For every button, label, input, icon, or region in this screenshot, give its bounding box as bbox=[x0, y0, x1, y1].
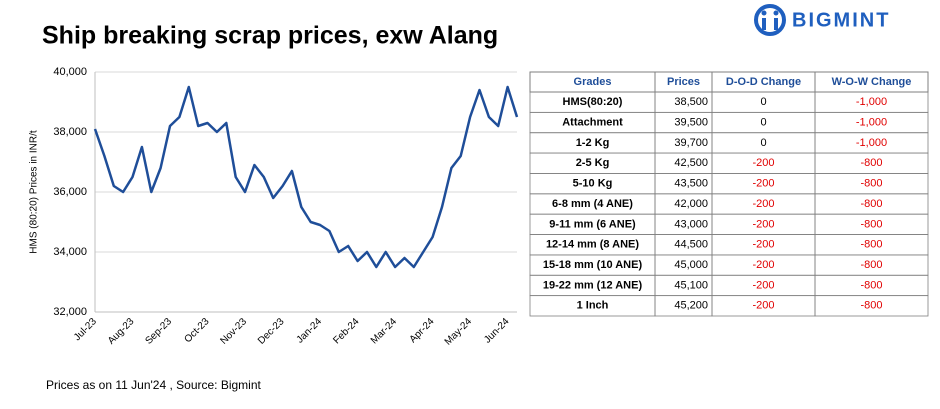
x-tick-label: Feb-24 bbox=[331, 316, 361, 346]
y-tick-label: 40,000 bbox=[53, 66, 87, 78]
table-cell: HMS(80:20) bbox=[563, 96, 623, 108]
table-cell: 42,000 bbox=[674, 198, 708, 210]
table-cell: Attachment bbox=[562, 116, 623, 128]
table-cell: 2-5 Kg bbox=[576, 157, 610, 169]
table-cell: 39,500 bbox=[674, 116, 708, 128]
table-header-cell: Prices bbox=[667, 76, 700, 88]
table-cell: -800 bbox=[860, 259, 882, 271]
table-cell: -200 bbox=[752, 259, 774, 271]
table-cell: -800 bbox=[860, 218, 882, 230]
table-cell: 5-10 Kg bbox=[573, 178, 613, 190]
table-cell: -200 bbox=[752, 300, 774, 312]
table-cell: -1,000 bbox=[856, 116, 887, 128]
table-cell: 45,200 bbox=[674, 300, 708, 312]
table-cell: -200 bbox=[752, 157, 774, 169]
table-header-cell: Grades bbox=[574, 76, 612, 88]
x-tick-label: Sep-23 bbox=[143, 316, 174, 347]
table-cell: 43,500 bbox=[674, 178, 708, 190]
footnote: Prices as on 11 Jun'24 , Source: Bigmint bbox=[46, 378, 262, 392]
x-tick-label: May-24 bbox=[443, 316, 475, 348]
table-cell: -800 bbox=[860, 300, 882, 312]
table-cell: -200 bbox=[752, 178, 774, 190]
table-cell: 0 bbox=[760, 96, 766, 108]
table-cell: -200 bbox=[752, 239, 774, 251]
table-cell: -800 bbox=[860, 279, 882, 291]
table-cell: 19-22 mm (12 ANE) bbox=[543, 279, 643, 291]
table-cell: -200 bbox=[752, 279, 774, 291]
y-axis-label: HMS (80:20) Prices in INR/t bbox=[29, 130, 40, 254]
table-cell: 45,100 bbox=[674, 279, 708, 291]
table-cell: 39,700 bbox=[674, 137, 708, 149]
x-tick-label: Jun-24 bbox=[482, 316, 512, 346]
table-cell-border bbox=[814, 295, 929, 317]
table-cell: 6-8 mm (4 ANE) bbox=[552, 198, 633, 210]
logo-icon bbox=[754, 4, 786, 36]
y-tick-label: 38,000 bbox=[53, 126, 87, 138]
table-cell: 38,500 bbox=[674, 96, 708, 108]
table-cell: 45,000 bbox=[674, 259, 708, 271]
table-cell: -800 bbox=[860, 178, 882, 190]
x-tick-label: Jan-24 bbox=[295, 316, 325, 346]
x-tick-label: Apr-24 bbox=[408, 316, 437, 345]
table-cell: -800 bbox=[860, 198, 882, 210]
x-tick-label: Nov-23 bbox=[218, 316, 249, 347]
x-tick-label: Jul-23 bbox=[72, 316, 99, 343]
y-tick-label: 36,000 bbox=[53, 186, 87, 198]
y-tick-label: 32,000 bbox=[53, 306, 87, 318]
x-tick-label: Aug-23 bbox=[106, 316, 137, 347]
table-cell: -800 bbox=[860, 239, 882, 251]
page-title: Ship breaking scrap prices, exw Alang bbox=[42, 22, 498, 50]
logo-text: BIGMINT bbox=[792, 9, 890, 31]
table-cell: 44,500 bbox=[674, 239, 708, 251]
table-cell: 9-11 mm (6 ANE) bbox=[549, 218, 636, 230]
x-tick-label: Mar-24 bbox=[369, 316, 399, 346]
table-cell: 0 bbox=[760, 137, 766, 149]
table-cell: -200 bbox=[752, 198, 774, 210]
table-cell: 15-18 mm (10 ANE) bbox=[543, 259, 643, 271]
table-cell: -800 bbox=[860, 157, 882, 169]
table-header-cell: W-O-W Change bbox=[832, 76, 912, 88]
table-cell: -1,000 bbox=[856, 137, 887, 149]
line-series bbox=[93, 85, 519, 269]
y-tick-label: 34,000 bbox=[53, 246, 87, 258]
table-cell: 12-14 mm (8 ANE) bbox=[546, 239, 639, 251]
table-header-cell: D-O-D Change bbox=[726, 76, 801, 88]
x-tick-label: Oct-23 bbox=[183, 316, 212, 345]
table-cell: 1 Inch bbox=[577, 300, 609, 312]
table-cell: 0 bbox=[760, 116, 766, 128]
table-cell: 42,500 bbox=[674, 157, 708, 169]
table-cell: 43,000 bbox=[674, 218, 708, 230]
table-cell: -1,000 bbox=[856, 96, 887, 108]
x-tick-label: Dec-23 bbox=[256, 316, 287, 347]
table-cell: -200 bbox=[752, 218, 774, 230]
table-cell: 1-2 Kg bbox=[576, 137, 610, 149]
